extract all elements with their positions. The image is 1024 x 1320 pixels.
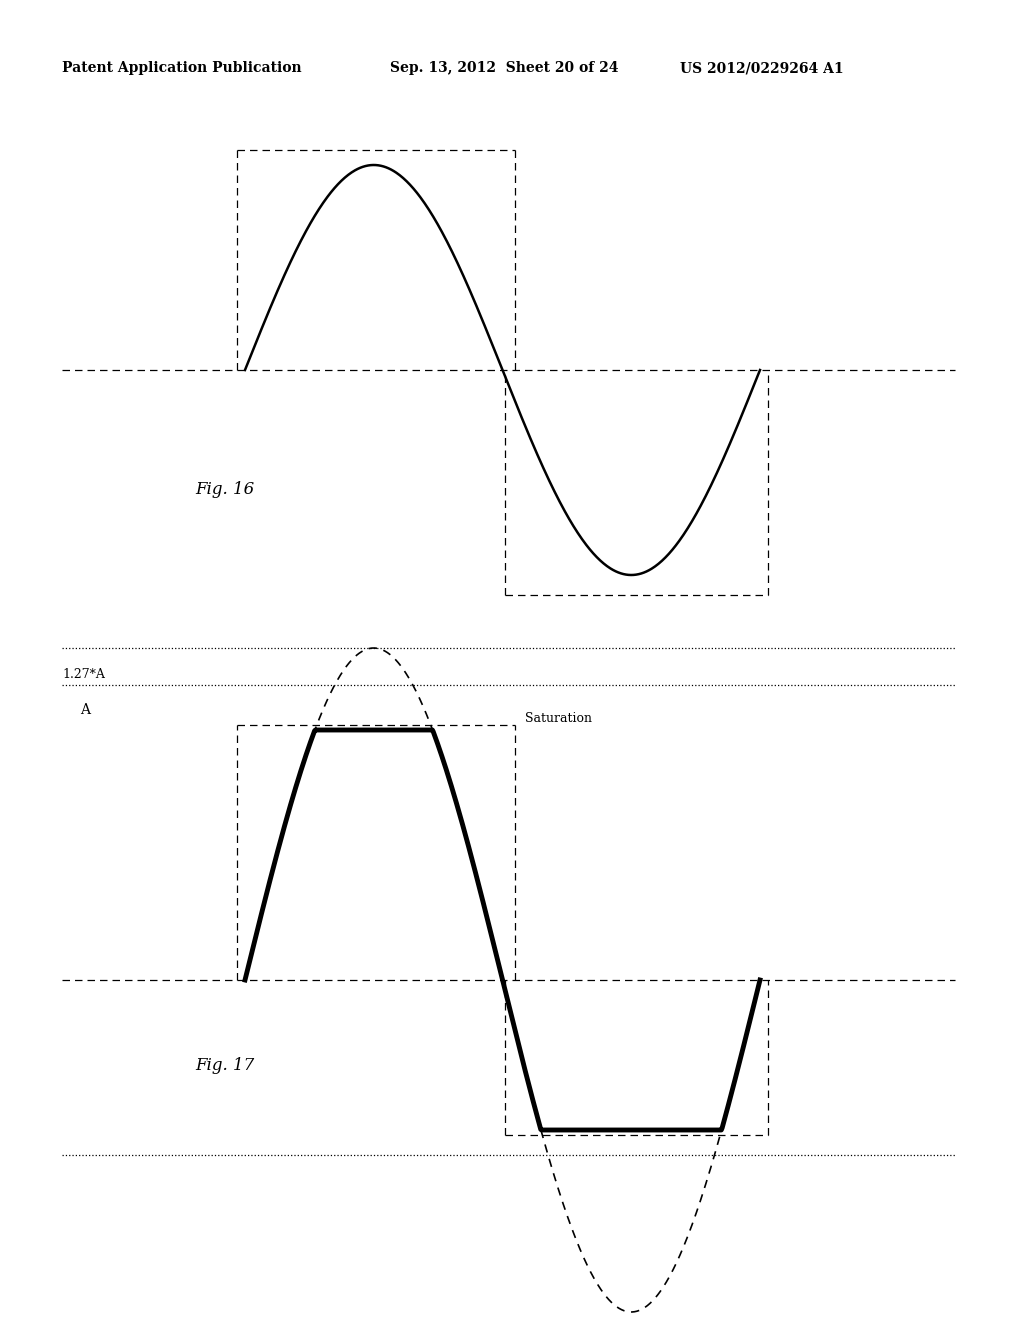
Text: Fig. 17: Fig. 17 [195,1056,254,1073]
Text: 1.27*A: 1.27*A [62,668,104,681]
Text: US 2012/0229264 A1: US 2012/0229264 A1 [680,61,844,75]
Text: Sep. 13, 2012  Sheet 20 of 24: Sep. 13, 2012 Sheet 20 of 24 [390,61,618,75]
Text: Saturation: Saturation [525,711,592,725]
Text: Patent Application Publication: Patent Application Publication [62,61,302,75]
Text: A: A [80,704,90,717]
Text: Fig. 16: Fig. 16 [195,482,254,499]
